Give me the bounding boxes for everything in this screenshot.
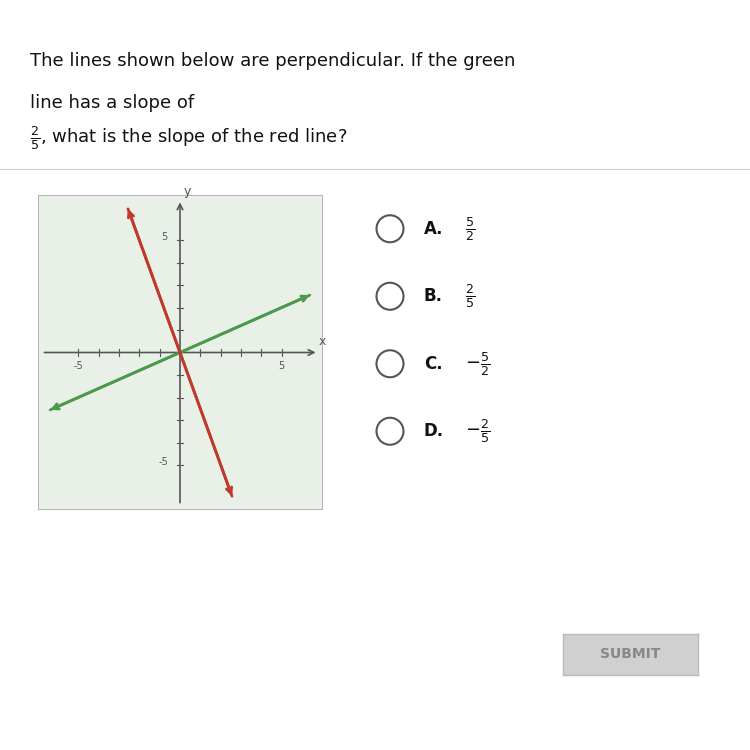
Text: -5: -5 [158,457,168,467]
Text: 5: 5 [161,232,168,242]
Text: $-\frac{5}{2}$: $-\frac{5}{2}$ [465,350,490,378]
Text: SUBMIT: SUBMIT [600,647,660,662]
Text: D.: D. [424,422,444,440]
Text: -5: -5 [74,362,83,371]
Text: 5: 5 [279,362,285,371]
Text: line has a slope of: line has a slope of [30,94,194,112]
Text: The lines shown below are perpendicular. If the green: The lines shown below are perpendicular.… [30,53,515,70]
Text: $\frac{5}{2}$: $\frac{5}{2}$ [465,214,475,243]
Text: $\frac{2}{5}$, what is the slope of the red line?: $\frac{2}{5}$, what is the slope of the … [30,124,347,152]
Text: B.: B. [424,287,442,305]
Text: $-\frac{2}{5}$: $-\frac{2}{5}$ [465,417,490,446]
Text: x: x [319,334,326,348]
Text: y: y [184,185,190,198]
Text: A.: A. [424,220,443,238]
Text: $\frac{2}{5}$: $\frac{2}{5}$ [465,282,475,310]
Text: C.: C. [424,355,442,373]
